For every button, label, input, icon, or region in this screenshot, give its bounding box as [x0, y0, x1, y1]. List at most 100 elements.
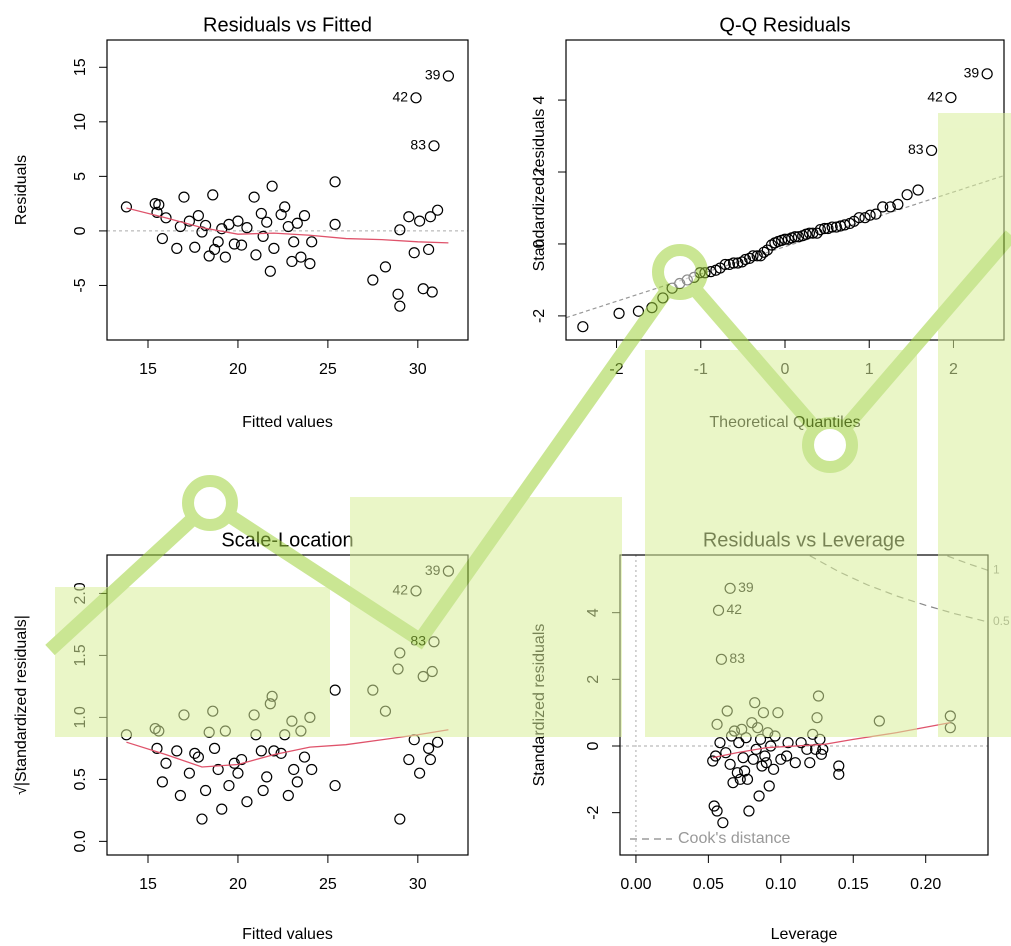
plot-area	[566, 68, 1004, 333]
point	[711, 718, 723, 730]
point	[171, 745, 183, 757]
y-tick-label: 2	[531, 167, 548, 176]
watermark-bar	[55, 587, 330, 737]
point	[266, 180, 278, 192]
point	[737, 752, 749, 764]
point	[178, 709, 190, 721]
x-axis-label: Fitted values	[242, 414, 333, 431]
point	[833, 768, 845, 780]
point	[423, 243, 435, 256]
point	[394, 300, 406, 312]
point	[392, 288, 404, 300]
point	[410, 92, 422, 104]
point	[414, 767, 426, 779]
point	[367, 684, 379, 696]
point	[261, 771, 273, 783]
point	[216, 803, 228, 815]
point	[392, 663, 404, 675]
y-tick-label: 2	[585, 675, 602, 684]
point	[156, 232, 169, 245]
point	[423, 742, 435, 754]
point	[789, 757, 801, 769]
y-tick-label: -2	[585, 805, 602, 819]
point	[428, 140, 440, 152]
point	[255, 745, 267, 757]
point	[394, 647, 406, 659]
point	[183, 215, 195, 227]
point	[183, 767, 195, 779]
point	[120, 201, 133, 213]
point	[268, 242, 280, 254]
point	[291, 776, 303, 788]
point	[424, 211, 437, 223]
point	[279, 729, 291, 741]
point-label: 42	[392, 582, 408, 598]
point	[414, 215, 426, 227]
point-label: 39	[964, 65, 980, 81]
point	[264, 265, 276, 277]
y-tick-label: 0	[585, 741, 602, 750]
point	[749, 697, 761, 709]
x-tick-label: 15	[139, 876, 157, 893]
point	[417, 670, 429, 683]
y-tick-label: 1.5	[72, 644, 89, 666]
y-tick-label: 5	[72, 172, 89, 181]
point	[196, 813, 208, 825]
point	[811, 712, 823, 724]
y-tick-label: 1.0	[72, 706, 89, 728]
point	[212, 763, 224, 776]
point	[944, 710, 956, 722]
point	[724, 758, 736, 770]
point-label: 39	[425, 67, 441, 83]
point	[379, 261, 392, 273]
panel-title: Residuals vs Fitted	[203, 14, 372, 36]
point	[426, 665, 438, 678]
point	[781, 750, 793, 762]
point	[189, 747, 201, 759]
point	[613, 307, 625, 319]
point	[235, 753, 248, 766]
legend-label: Cook's distance	[678, 830, 791, 847]
point	[178, 191, 190, 203]
point	[120, 729, 133, 741]
point	[171, 242, 183, 254]
point	[288, 236, 300, 248]
point	[892, 198, 904, 210]
point	[156, 776, 169, 788]
point	[241, 796, 253, 808]
y-tick-label: 0.0	[72, 830, 89, 852]
point	[288, 763, 300, 776]
point	[151, 206, 163, 218]
point	[912, 184, 924, 196]
point	[248, 191, 260, 203]
panel: Residuals vs Fitted Fitted values Residual…	[13, 14, 469, 431]
point	[232, 215, 244, 227]
point	[286, 715, 298, 727]
point	[394, 224, 406, 236]
point	[853, 212, 865, 224]
plot-area	[120, 565, 454, 825]
point	[727, 777, 739, 789]
point	[268, 745, 280, 757]
point	[394, 813, 406, 825]
point	[250, 249, 262, 261]
point	[432, 204, 444, 216]
point	[367, 274, 379, 286]
point	[261, 216, 273, 228]
panel-title: Scale-Location	[221, 529, 353, 551]
plot-frame	[565, 39, 1005, 341]
point	[814, 733, 826, 745]
point	[255, 207, 267, 220]
watermark-line	[45, 230, 1011, 656]
point	[219, 725, 231, 737]
x-tick-label: -1	[694, 361, 708, 378]
y-axis-label: √|Standardized residuals|	[13, 615, 30, 795]
x-tick-label: 20	[229, 876, 247, 893]
point	[232, 767, 244, 779]
point	[577, 321, 589, 333]
point	[279, 201, 291, 213]
x-tick-label: 20	[229, 361, 247, 378]
y-axis-label: Standardized residuals	[531, 624, 548, 787]
point	[944, 722, 956, 734]
